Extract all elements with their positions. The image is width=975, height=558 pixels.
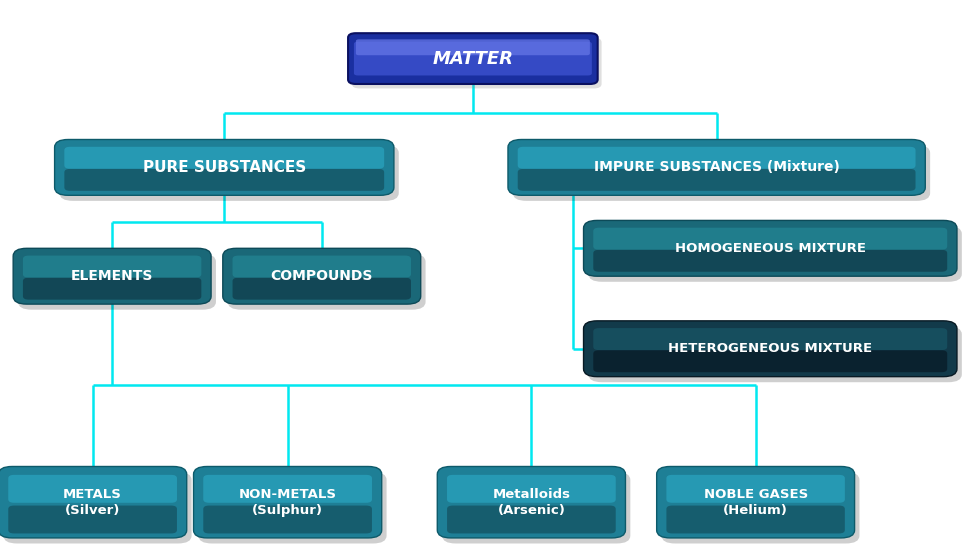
FancyBboxPatch shape [228,254,425,310]
FancyBboxPatch shape [3,472,191,543]
FancyBboxPatch shape [193,466,381,538]
Text: MATTER: MATTER [432,50,514,68]
FancyBboxPatch shape [518,169,916,191]
FancyBboxPatch shape [14,248,211,304]
FancyBboxPatch shape [59,145,399,201]
FancyBboxPatch shape [667,475,844,503]
FancyBboxPatch shape [352,37,602,88]
FancyBboxPatch shape [513,145,930,201]
Text: PURE SUBSTANCES: PURE SUBSTANCES [142,160,306,175]
Text: IMPURE SUBSTANCES (Mixture): IMPURE SUBSTANCES (Mixture) [594,160,839,175]
FancyBboxPatch shape [443,472,631,543]
FancyBboxPatch shape [589,226,961,282]
FancyBboxPatch shape [667,506,844,533]
FancyBboxPatch shape [64,147,384,169]
FancyBboxPatch shape [233,278,411,300]
Text: Metalloids
(Arsenic): Metalloids (Arsenic) [492,488,570,517]
FancyBboxPatch shape [437,466,626,538]
FancyBboxPatch shape [23,256,202,277]
FancyBboxPatch shape [661,472,860,543]
FancyBboxPatch shape [518,147,916,169]
FancyBboxPatch shape [593,350,948,372]
FancyBboxPatch shape [64,169,384,191]
Text: ELEMENTS: ELEMENTS [71,269,153,283]
FancyBboxPatch shape [222,248,421,304]
FancyBboxPatch shape [593,328,948,350]
FancyBboxPatch shape [354,42,592,75]
FancyBboxPatch shape [55,140,394,195]
FancyBboxPatch shape [0,466,187,538]
FancyBboxPatch shape [657,466,854,538]
FancyBboxPatch shape [8,506,177,533]
FancyBboxPatch shape [447,506,616,533]
FancyBboxPatch shape [593,228,948,249]
FancyBboxPatch shape [447,475,616,503]
FancyBboxPatch shape [589,326,961,382]
FancyBboxPatch shape [203,475,371,503]
FancyBboxPatch shape [8,475,177,503]
FancyBboxPatch shape [23,278,202,300]
FancyBboxPatch shape [203,506,371,533]
Text: METALS
(Silver): METALS (Silver) [63,488,122,517]
FancyBboxPatch shape [356,40,590,55]
FancyBboxPatch shape [583,220,957,276]
FancyBboxPatch shape [508,140,925,195]
FancyBboxPatch shape [198,472,386,543]
FancyBboxPatch shape [593,250,948,272]
FancyBboxPatch shape [19,254,216,310]
FancyBboxPatch shape [583,321,957,377]
Text: HETEROGENEOUS MIXTURE: HETEROGENEOUS MIXTURE [668,342,873,355]
FancyBboxPatch shape [233,256,411,277]
Text: NOBLE GASES
(Helium): NOBLE GASES (Helium) [704,488,807,517]
Text: NON-METALS
(Sulphur): NON-METALS (Sulphur) [239,488,336,517]
Text: COMPOUNDS: COMPOUNDS [271,269,372,283]
FancyBboxPatch shape [348,33,598,84]
Text: HOMOGENEOUS MIXTURE: HOMOGENEOUS MIXTURE [675,242,866,255]
